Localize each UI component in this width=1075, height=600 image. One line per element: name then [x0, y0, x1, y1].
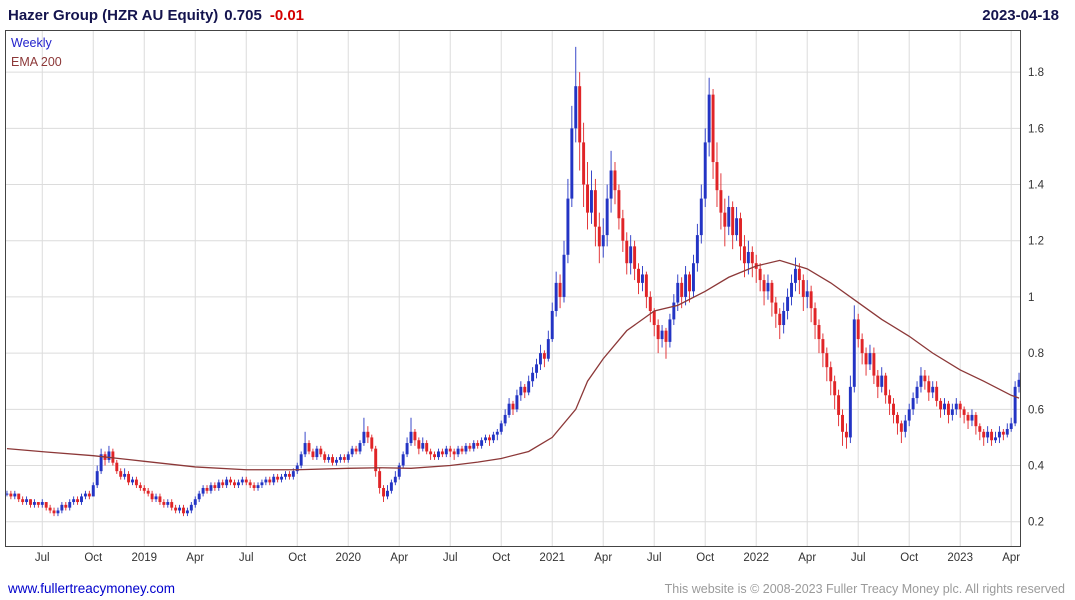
svg-text:2019: 2019 [131, 552, 157, 564]
copyright-text: This website is © 2008-2023 Fuller Treac… [664, 582, 1065, 596]
svg-text:2023: 2023 [947, 552, 973, 564]
svg-text:2020: 2020 [335, 552, 361, 564]
svg-text:Apr: Apr [1002, 552, 1020, 564]
svg-text:1: 1 [1028, 292, 1034, 304]
svg-text:1.8: 1.8 [1028, 67, 1044, 79]
site-link[interactable]: www.fullertreacymoney.com [8, 581, 176, 596]
svg-text:Jul: Jul [35, 552, 50, 564]
svg-text:Jul: Jul [647, 552, 662, 564]
svg-text:Oct: Oct [84, 552, 103, 564]
svg-text:1.6: 1.6 [1028, 123, 1044, 135]
svg-text:Apr: Apr [186, 552, 204, 564]
svg-text:1.2: 1.2 [1028, 236, 1044, 248]
svg-text:Apr: Apr [390, 552, 408, 564]
svg-text:0.4: 0.4 [1028, 461, 1045, 473]
svg-text:Oct: Oct [492, 552, 511, 564]
svg-text:Oct: Oct [696, 552, 715, 564]
page-title: Hazer Group (HZR AU Equity) [8, 7, 219, 24]
title-line: Hazer Group (HZR AU Equity) 0.705 -0.01 [8, 7, 304, 24]
price-change: -0.01 [269, 7, 305, 24]
svg-text:Oct: Oct [900, 552, 919, 564]
svg-text:1.4: 1.4 [1028, 180, 1045, 192]
last-price: 0.705 [224, 7, 262, 24]
svg-text:Jul: Jul [443, 552, 458, 564]
svg-text:2021: 2021 [539, 552, 565, 564]
chart-header: Hazer Group (HZR AU Equity) 0.705 -0.01 20… [0, 0, 1075, 30]
svg-text:Jul: Jul [851, 552, 866, 564]
svg-text:Oct: Oct [288, 552, 307, 564]
svg-text:0.8: 0.8 [1028, 348, 1044, 360]
page-footer: www.fullertreacymoney.com This website i… [0, 575, 1075, 596]
svg-text:Apr: Apr [798, 552, 816, 564]
svg-text:2022: 2022 [743, 552, 769, 564]
svg-text:Jul: Jul [239, 552, 254, 564]
svg-text:Apr: Apr [594, 552, 612, 564]
chart-date: 2023-04-18 [982, 7, 1059, 24]
svg-text:0.2: 0.2 [1028, 517, 1044, 529]
candlestick-chart[interactable]: 0.2 0.4 0.6 0.8 1 1.2 1.4 1.6 1.8 Jul Oct 2019 Apr Ju… [5, 30, 1070, 575]
svg-text:0.6: 0.6 [1028, 404, 1044, 416]
chart-area: 0.2 0.4 0.6 0.8 1 1.2 1.4 1.6 1.8 Jul Oct 2019 Apr Ju… [5, 30, 1070, 575]
